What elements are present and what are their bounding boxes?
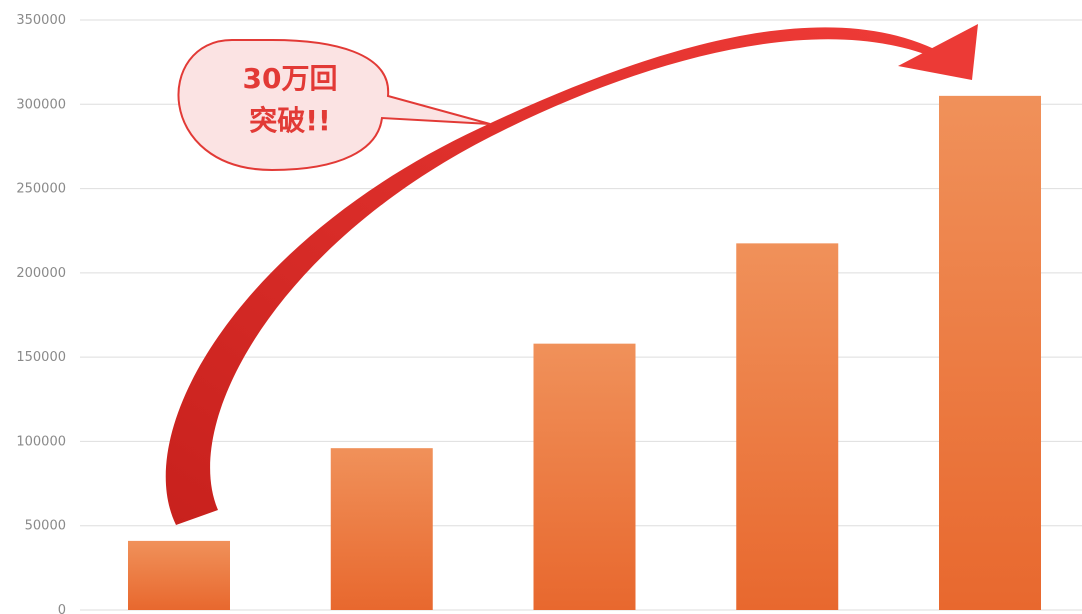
y-tick-label: 250000: [16, 182, 66, 197]
y-tick-label: 150000: [16, 350, 66, 365]
y-tick-label: 200000: [16, 266, 66, 281]
callout-bubble-shape: [177, 39, 491, 172]
growth-arrow: [165, 24, 978, 525]
bar-3: [533, 343, 636, 610]
y-tick-label: 0: [58, 603, 66, 614]
bar-4: [736, 243, 839, 610]
y-tick-label: 50000: [25, 519, 66, 534]
bar-2: [330, 448, 433, 610]
bars: [128, 95, 1041, 611]
bar-5: [939, 95, 1041, 611]
callout-bubble: 30万回 突破!!: [177, 39, 491, 172]
y-tick-label: 300000: [16, 97, 66, 112]
y-tick-label: 100000: [16, 434, 66, 449]
growth-arrow-head: [898, 24, 978, 80]
y-axis-tick-labels: 0 50000 100000 150000 200000 250000 300000 3500…: [16, 13, 66, 614]
callout-line-1: 30万回: [243, 62, 338, 95]
callout-line-2: 突破!!: [249, 104, 331, 137]
bar-1: [128, 540, 230, 610]
y-tick-label: 350000: [16, 13, 66, 28]
